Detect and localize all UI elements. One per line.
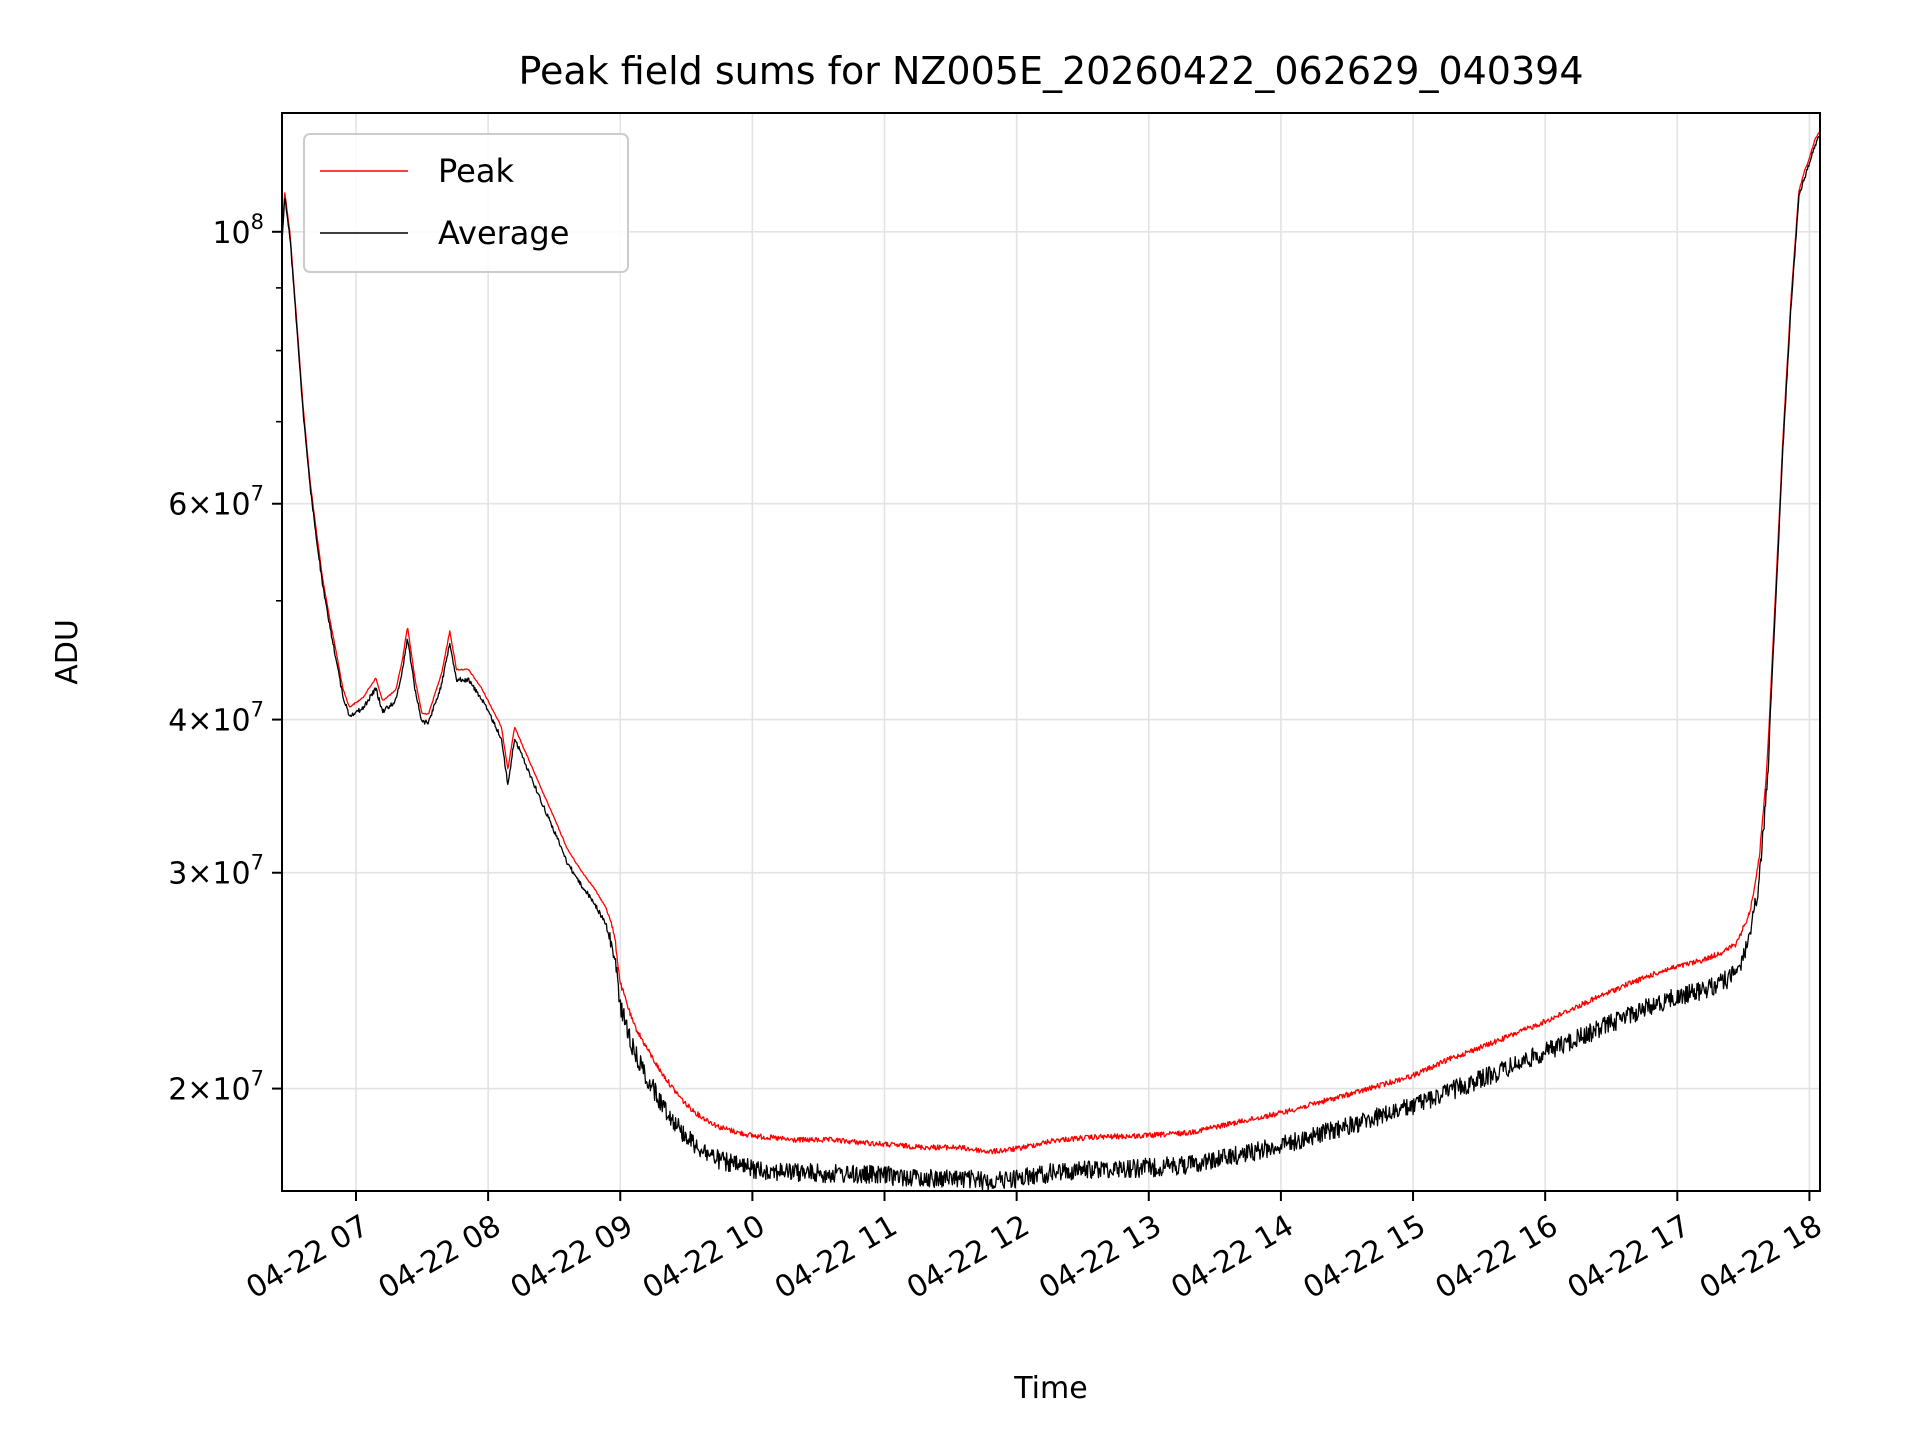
y-tick-label: 2×107: [168, 1067, 264, 1108]
legend-box: [303, 133, 629, 273]
y-tick-label-exponent: 8: [251, 210, 264, 234]
y-tick-label-base: 2×10: [168, 1073, 250, 1108]
series-line-peak: [281, 130, 1821, 1155]
y-tick-label-base: 3×10: [168, 857, 250, 892]
series-line-average: [281, 134, 1821, 1191]
legend-label-average: Average: [438, 214, 569, 252]
grid-lines: [282, 113, 1820, 1191]
y-tick-label-exponent: 7: [251, 698, 264, 722]
y-tick-label: 108: [212, 210, 264, 251]
y-tick-label-base: 4×10: [168, 704, 250, 739]
y-tick-label-base: 6×10: [168, 488, 250, 523]
y-tick-label-exponent: 7: [251, 1067, 264, 1091]
y-tick-label-base: 10: [212, 216, 250, 251]
y-axis-label: ADU: [50, 619, 85, 685]
chart-title: Peak field sums for NZ005E_20260422_0626…: [518, 49, 1583, 93]
series-lines: [281, 130, 1821, 1191]
x-axis-label: Time: [1013, 1371, 1087, 1406]
legend: Peak Average: [303, 133, 629, 273]
y-tick-label: 3×107: [168, 851, 264, 892]
y-tick-label-exponent: 7: [251, 482, 264, 506]
y-tick-label: 6×107: [168, 482, 264, 523]
y-tick-label: 4×107: [168, 698, 264, 739]
plot-frame: [281, 112, 1821, 1192]
legend-label-peak: Peak: [438, 152, 514, 190]
y-tick-label-exponent: 7: [251, 851, 264, 875]
